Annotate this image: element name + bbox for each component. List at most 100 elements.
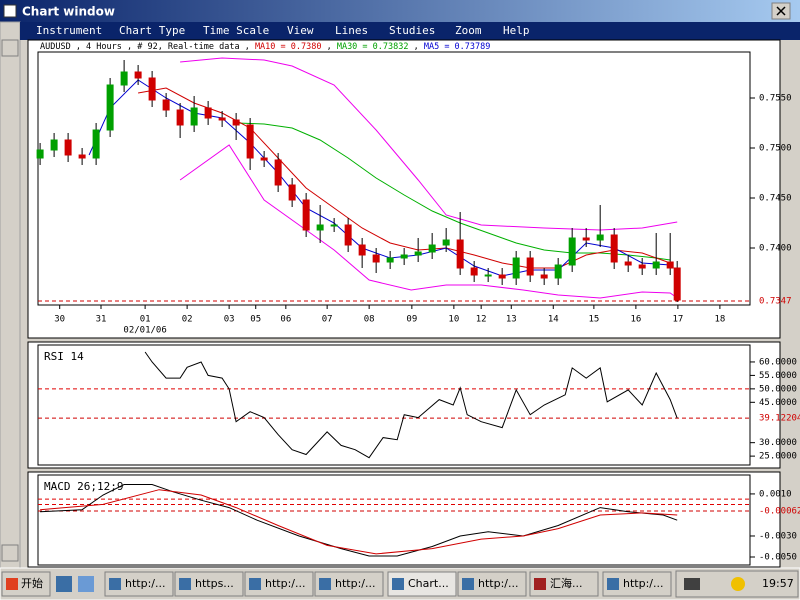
task-icon [392, 578, 404, 590]
menu-item[interactable]: View [287, 24, 314, 37]
scroll-down[interactable] [1, 544, 19, 562]
task-label: http:/... [623, 577, 663, 590]
y-tick-label: 60.0000 [759, 357, 797, 367]
task-label: https... [195, 577, 234, 590]
candle-body [673, 267, 681, 301]
menu-item[interactable]: Chart Type [119, 24, 185, 37]
x-tick-label: 13 [506, 315, 517, 325]
menu-item[interactable]: Instrument [36, 24, 102, 37]
candle-body [330, 224, 338, 227]
candle-body [176, 109, 184, 126]
rsi-panel [27, 341, 781, 469]
x-tick-label: 02 [182, 315, 193, 325]
menu-item[interactable]: Time Scale [203, 24, 269, 37]
candle-body [134, 71, 142, 79]
y-tick-label: 50.0000 [759, 384, 797, 394]
task-label: http:/... [335, 577, 375, 590]
candle-body [554, 264, 562, 279]
candle-body [610, 234, 618, 263]
candle-body [316, 224, 324, 231]
task-icon [179, 578, 191, 590]
task-label: 汇海... [550, 576, 583, 590]
menu: Instrument Chart Type Time Scale View Lines S… [36, 24, 530, 37]
scrollbar[interactable] [0, 21, 21, 569]
indicator-line [40, 484, 678, 557]
candle-body [400, 254, 408, 259]
x-tick-label: 18 [714, 315, 725, 325]
x-tick-label: 12 [476, 315, 487, 325]
candle-body [260, 157, 268, 161]
start-label: 开始 [21, 576, 43, 590]
indicator-line [138, 87, 671, 269]
indicator-line [144, 351, 678, 459]
y-tick-label: 0.7400 [759, 244, 792, 254]
candle-body [414, 251, 422, 256]
candle-body [540, 274, 548, 279]
candle-body [596, 234, 604, 241]
candle-body [428, 244, 436, 253]
x-tick-label: 07 [322, 315, 333, 325]
x-tick-label: 14 [548, 315, 559, 325]
last-value-label: 39.12204 [759, 414, 800, 424]
window-title: Chart window [22, 5, 115, 19]
chart-header: AUDUSD , 4 Hours , # 92, Real-time data … [40, 42, 490, 52]
menu-item[interactable]: Help [503, 24, 530, 37]
header-segment: MA30 = 0.73832 [337, 42, 409, 52]
candle-body [568, 237, 576, 266]
x-tick-label: 30 [54, 315, 65, 325]
candle-body [50, 139, 58, 151]
candle-body [456, 239, 464, 269]
title-bar [0, 0, 800, 22]
menu-item[interactable]: Studies [389, 24, 435, 37]
candle-body [64, 139, 72, 156]
header-segment: MA5 = 0.73789 [424, 42, 491, 52]
y-tick-label: 0.7550 [759, 94, 792, 104]
candle-body [148, 77, 156, 101]
last-value-label: -0.00062 [759, 506, 800, 516]
candle-body [666, 261, 674, 269]
candle-body [106, 84, 114, 131]
task-icon [462, 578, 474, 590]
tray-icon[interactable] [684, 578, 700, 590]
candle-body [638, 264, 646, 269]
candle-body [344, 224, 352, 246]
quick-launch-icon[interactable] [78, 576, 94, 592]
x-tick-label: 09 [406, 315, 417, 325]
y-tick-label: 25.0000 [759, 452, 797, 462]
candle-body [358, 244, 366, 256]
menu-item[interactable]: Lines [335, 24, 368, 37]
candle-body [190, 107, 198, 126]
candle-body [484, 274, 492, 277]
x-tick-label: 31 [96, 315, 107, 325]
y-tick-label: 30.0000 [759, 438, 797, 448]
task-icon [534, 578, 546, 590]
y-tick-label: 0.7450 [759, 194, 792, 204]
panel-title: MACD 26;12;9 [44, 480, 123, 493]
y-tick-label: -0.0030 [759, 531, 797, 541]
panel-title: RSI 14 [44, 350, 84, 363]
task-label: http:/... [478, 577, 518, 590]
x-tick-label: 15 [588, 315, 599, 325]
close-icon [776, 6, 786, 16]
quick-launch-icon[interactable] [56, 576, 72, 592]
x-tick-label: 08 [364, 315, 375, 325]
y-tick-label: 55.0000 [759, 371, 797, 381]
candle-body [386, 257, 394, 263]
x-tick-label: 10 [448, 315, 459, 325]
candle-body [302, 199, 310, 231]
tray-icon[interactable] [731, 577, 745, 591]
task-icon [109, 578, 121, 590]
task-icon [249, 578, 261, 590]
indicator-line [40, 489, 678, 555]
task-icon [607, 578, 619, 590]
task-label: http:/... [125, 577, 165, 590]
candle-body [288, 184, 296, 201]
header-segment: MA10 = 0.7380 [255, 42, 322, 52]
task-label: Chart... [408, 577, 449, 590]
candle-body [92, 129, 100, 159]
menu-item[interactable]: Zoom [455, 24, 482, 37]
candle-body [162, 99, 170, 111]
last-value-label: 0.7347 [759, 297, 792, 307]
scroll-up[interactable] [1, 39, 19, 57]
